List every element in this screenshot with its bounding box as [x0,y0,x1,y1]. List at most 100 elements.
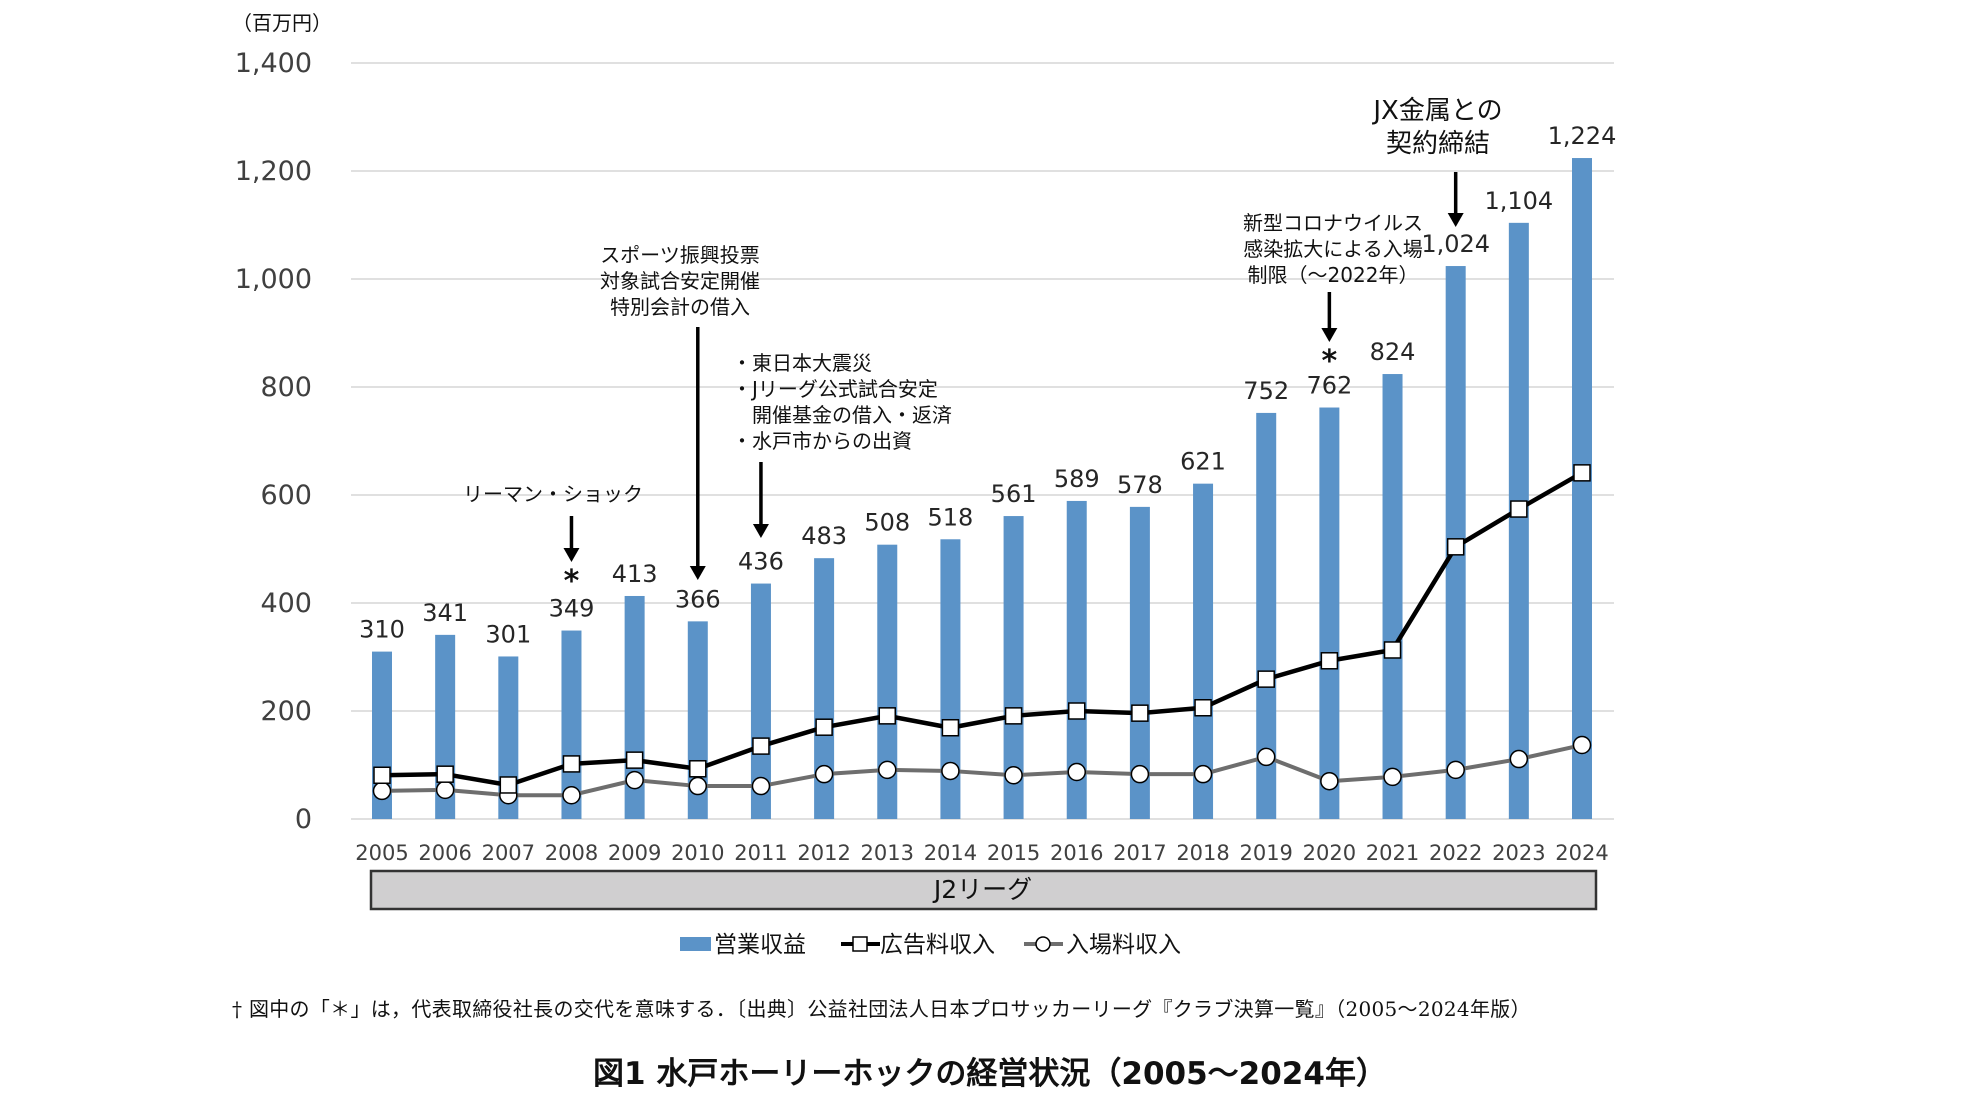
y-tick-label: 800 [260,372,312,403]
arrow-head-icon [689,566,706,580]
arrow-head-icon [752,524,769,538]
bar-value-label: 341 [422,599,468,627]
bar-value-label: 1,104 [1484,187,1553,215]
data-point-square [1194,699,1212,717]
annotation-text: 特別会計の借入 [610,295,750,319]
data-point-circle [941,761,960,781]
data-point-circle [1067,762,1086,782]
president-change-star-icon: * [1322,344,1338,379]
annotation-text: JX金属との [1371,96,1502,126]
data-point-square [499,776,518,794]
data-point-circle [1446,760,1465,780]
bar [940,539,961,819]
bar-data-labels: 310 341 301 349 413 366 436 483 508 518 561 589 578 6… [359,122,1616,648]
bar-value-label: 310 [359,616,405,644]
annotations: リーマン・ショック * スポーツ振興投票対象試合安定開催特別会計の借入・東日本大震災… [463,96,1503,599]
data-point-circle [435,780,455,800]
y-tick-label: 600 [260,480,312,511]
bar [1382,374,1403,819]
x-tick-label: 2024 [1555,841,1608,865]
data-point-circle [1383,767,1402,787]
data-point-circle [372,781,392,801]
series-line [381,470,1584,788]
data-point-square [878,707,897,725]
y-axis-ticks: 0 200 400 600 800 1,000 1,200 1,400 [235,48,312,835]
legend-item-operating-revenue: 営業収益 [680,932,806,958]
annotation-text: 対象試合安定開催 [600,269,760,293]
y-tick-label: 400 [260,588,312,619]
x-tick-label: 2022 [1429,841,1482,865]
data-point-circle [751,776,771,796]
bar-value-label: 436 [738,548,784,576]
x-tick-label: 2016 [1050,841,1103,865]
x-tick-label: 2014 [924,841,977,865]
bar [814,558,835,819]
data-point-square [436,765,454,783]
arrow-head-icon [1321,328,1338,342]
bar-value-label: 762 [1306,372,1352,400]
bar-value-label: 413 [612,560,658,588]
x-tick-label: 2013 [861,841,914,865]
annotation-text: 契約締結 [1386,129,1490,159]
y-tick-label: 1,400 [235,48,312,79]
legend: 営業収益 広告料収入 入場料収入 [680,932,1181,958]
bar [1256,412,1277,819]
data-point-square [1131,704,1149,722]
x-tick-label: 2006 [418,841,471,865]
figure-caption: 図1 水戸ホーリーホックの経営状況（2005〜2024年） [593,1056,1387,1092]
annotation-text: 制限（〜2022年） [1248,263,1419,287]
data-point-square [689,760,707,778]
chart: （百万円） 0 200 400 600 800 1,000 1,200 1,400 310 34… [232,11,1616,958]
x-tick-label: 2012 [797,841,850,865]
legend-label: 入場料収入 [1066,932,1181,958]
arrow-head-icon [1447,213,1464,227]
annotation-text: ・東日本大震災 [732,351,872,375]
bar-value-label: 589 [1054,465,1100,493]
bar-value-label: 508 [864,509,910,537]
league-band: J2リーグ [369,869,1598,911]
legend-item-ad-revenue: 広告料収入 [841,932,995,958]
bar [877,544,898,819]
data-point-circle [1572,735,1592,755]
data-point-circle [1509,749,1529,769]
data-point-square [1573,464,1591,482]
bar-value-label: 366 [675,585,721,613]
y-axis-unit-label: （百万円） [232,11,332,35]
gridlines [351,62,1614,820]
legend-square-marker-icon [852,936,868,952]
data-point-circle [1256,747,1276,767]
x-tick-label: 2010 [671,841,724,865]
y-tick-label: 1,200 [235,156,312,187]
bar [1572,158,1592,820]
annotation-text: 開催基金の借入・返済 [732,403,952,427]
x-tick-label: 2019 [1239,841,1292,865]
data-point-square [1510,500,1528,518]
data-point-circle [814,764,834,784]
y-tick-label: 0 [295,804,312,835]
x-tick-label: 2007 [482,841,535,865]
x-tick-label: 2011 [734,841,787,865]
x-tick-label: 2018 [1176,841,1229,865]
data-point-square [1320,652,1339,670]
bar-value-label: 483 [801,522,847,550]
annotation-text: リーマン・ショック [463,482,643,506]
x-tick-label: 2017 [1113,841,1166,865]
arrow-head-icon [563,548,580,562]
y-tick-label: 200 [260,696,312,727]
legend-label: 営業収益 [714,932,806,958]
bar-value-label: 1,024 [1421,230,1490,258]
legend-bar-swatch-icon [680,937,711,951]
data-point-circle [625,770,644,790]
data-point-circle [1004,766,1023,785]
bar-value-label: 561 [991,480,1037,508]
annotation-text: 感染拡大による入場 [1243,237,1422,261]
legend-item-ticket-revenue: 入場料収入 [1024,932,1181,958]
data-point-circle [688,776,708,796]
bar-value-label: 518 [928,503,974,531]
annotation-text: 新型コロナウイルス [1243,211,1423,235]
president-change-star-icon: * [564,564,580,599]
line-series-ad-revenue [373,464,1591,794]
data-point-square [1446,538,1465,556]
data-point-square [1004,707,1023,725]
league-band-box [369,869,1598,911]
